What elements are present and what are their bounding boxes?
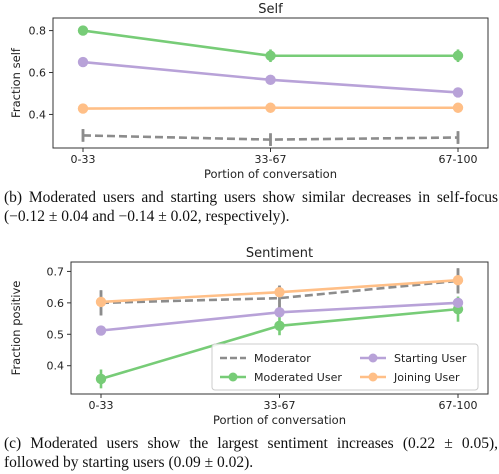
chart1-series-moderated-point — [452, 50, 464, 61]
chart1-ytick-label: 0.4 — [29, 108, 47, 121]
chart2-title: Sentiment — [246, 246, 313, 261]
chart1-xtick-label: 0-33 — [71, 153, 96, 166]
chart2-series-joining-user-point — [95, 296, 107, 308]
chart2-xtick-label: 67-100 — [439, 399, 478, 412]
chart2-ytick-label: 0.7 — [47, 265, 65, 278]
chart2-series-starting-user-point — [95, 325, 107, 336]
chart2-legend-starting-user-marker — [368, 353, 378, 363]
chart2-legend-joining-user-label: Joining User — [393, 371, 460, 384]
chart2-series-starting-user-point — [452, 297, 464, 309]
chart1-ytick-label: 0.6 — [29, 67, 47, 80]
chart2-legend-starting-user-label: Starting User — [394, 352, 467, 365]
chart1-series-joining-point — [77, 103, 89, 114]
chart2-xtick-label: 33-67 — [264, 399, 296, 412]
chart1-xtick-label: 67-100 — [439, 153, 478, 166]
chart2-ytick-label: 0.5 — [47, 328, 65, 341]
chart2-legend-joining-user-marker — [368, 372, 378, 382]
chart2-legend-moderated-user-label: Moderated User — [254, 371, 342, 384]
chart2-legend-moderated-user-marker — [228, 372, 238, 382]
chart1-xtick-label: 33-67 — [255, 153, 287, 166]
chart1-title: Self — [258, 2, 283, 17]
chart1-series-starting-point — [77, 56, 89, 68]
chart2-y-axis-label: Fraction positive — [9, 281, 23, 376]
chart2-legend — [211, 343, 479, 391]
chart1-y-axis-label: Fraction self — [9, 47, 23, 118]
chart2-ytick-label: 0.4 — [47, 360, 65, 373]
chart2-series-moderated-user-point — [95, 373, 107, 385]
chart1-series-starting-point — [452, 87, 464, 98]
chart1-x-axis-label: Portion of conversation — [204, 167, 337, 181]
chart1-series-joining-point — [452, 102, 464, 113]
chart1-series-moderated-point — [77, 25, 89, 36]
chart2-x-axis-label: Portion of conversation — [213, 413, 346, 427]
chart2-series-moderated-user-point — [274, 320, 285, 331]
chart1-series-joining-point — [265, 102, 276, 113]
chart2-series-joining-user-point — [452, 275, 464, 286]
chart1-series-moderated-point — [265, 50, 276, 61]
chart2-ytick-label: 0.6 — [47, 297, 65, 310]
caption-sentiment: (c) Moderated users show the largest sen… — [4, 435, 498, 471]
chart2-series-joining-user-point — [274, 286, 285, 298]
chart2-xtick-label: 0-33 — [89, 399, 114, 412]
chart2-series-starting-user-point — [274, 307, 285, 318]
chart2-legend-moderator-label: Moderator — [254, 352, 311, 365]
chart1-series-starting-point — [265, 74, 276, 86]
chart1-ytick-label: 0.8 — [29, 25, 47, 38]
caption-self: (b) Moderated users and starting users s… — [4, 189, 498, 225]
